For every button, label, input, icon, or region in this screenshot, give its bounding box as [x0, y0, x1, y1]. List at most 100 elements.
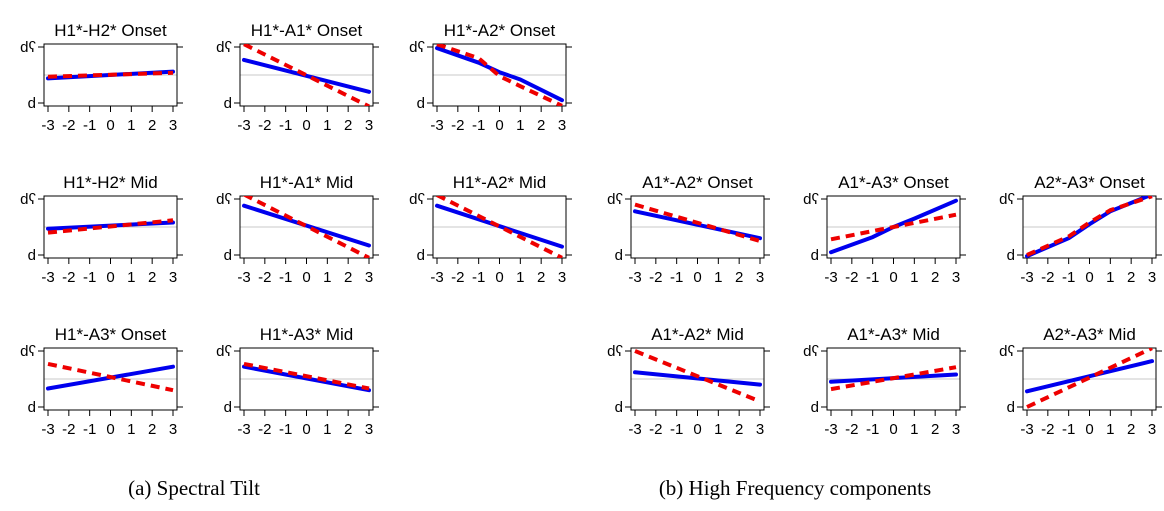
x-tick-label: 2 — [1127, 269, 1135, 286]
x-tick-label: -1 — [279, 421, 292, 438]
x-tick-label: 2 — [735, 421, 743, 438]
x-tick-label: 0 — [106, 421, 114, 438]
x-tick-label: -1 — [83, 421, 96, 438]
series-line-dashed — [830, 212, 957, 242]
x-tick-label: -1 — [670, 269, 683, 286]
x-tick-label: -2 — [845, 269, 858, 286]
x-tick-label: -2 — [1041, 421, 1054, 438]
x-tick-label: -3 — [41, 421, 54, 438]
series-line-dashed — [436, 196, 563, 258]
series-line-solid — [242, 203, 371, 248]
x-tick-label: 1 — [714, 269, 722, 286]
y-tick-label: dʕ — [999, 343, 1015, 360]
y-tick-label: d — [1007, 247, 1015, 264]
y-tick-label: d — [811, 247, 819, 264]
x-tick-label: -3 — [824, 269, 837, 286]
x-tick-label: 3 — [1148, 269, 1156, 286]
x-tick-label: 3 — [952, 421, 960, 438]
chart-panel: H1*-A3* Onset d dʕ -3 -2 -1 0 1 2 3 — [20, 325, 183, 438]
chart-title: H1*-H2* Onset — [54, 21, 167, 40]
y-tick-label: dʕ — [20, 343, 36, 360]
x-tick-label: -1 — [1062, 421, 1075, 438]
x-tick-label: 1 — [516, 117, 524, 134]
x-tick-label: -2 — [451, 117, 464, 134]
x-tick-label: 0 — [106, 269, 114, 286]
y-tick-label: dʕ — [216, 191, 232, 208]
x-tick-label: -1 — [472, 269, 485, 286]
series-line-solid — [633, 370, 762, 387]
x-tick-label: -1 — [866, 421, 879, 438]
x-tick-label: 3 — [756, 421, 764, 438]
chart-panel: A2*-A3* Mid d dʕ -3 -2 -1 0 1 2 3 — [999, 325, 1162, 438]
chart-panel: A2*-A3* Onset d dʕ -3 -2 -1 0 1 2 3 — [999, 173, 1162, 286]
chart-title: H1*-A3* Mid — [260, 325, 354, 344]
x-tick-label: -1 — [83, 117, 96, 134]
y-tick-label: dʕ — [409, 39, 425, 56]
x-tick-label: -2 — [845, 421, 858, 438]
series-line-solid — [435, 203, 564, 249]
x-tick-label: -2 — [258, 421, 271, 438]
x-tick-label: 2 — [735, 269, 743, 286]
x-tick-label: -2 — [451, 269, 464, 286]
x-tick-label: 3 — [1148, 421, 1156, 438]
y-tick-label: dʕ — [999, 191, 1015, 208]
y-tick-label: dʕ — [20, 39, 36, 56]
chart-panel: A1*-A3* Mid d dʕ -3 -2 -1 0 1 2 3 — [803, 325, 966, 438]
x-tick-label: -3 — [430, 117, 443, 134]
x-tick-label: 3 — [952, 269, 960, 286]
chart-title: A1*-A3* Onset — [838, 173, 949, 192]
chart-panel: A1*-A2* Onset d dʕ -3 -2 -1 0 1 2 3 — [607, 173, 770, 286]
y-tick-label: d — [28, 95, 36, 112]
x-tick-label: 1 — [910, 421, 918, 438]
series-line-dashed — [634, 202, 761, 243]
x-tick-label: -2 — [649, 269, 662, 286]
x-tick-label: -2 — [62, 117, 75, 134]
x-tick-label: 0 — [302, 117, 310, 134]
x-tick-label: 0 — [1085, 269, 1093, 286]
x-tick-label: -1 — [279, 269, 292, 286]
chart-title: H1*-A1* Onset — [251, 21, 363, 40]
y-tick-label: dʕ — [803, 343, 819, 360]
y-tick-label: d — [811, 399, 819, 416]
y-tick-label: d — [28, 247, 36, 264]
series-line-dashed — [47, 361, 174, 393]
y-tick-label: dʕ — [803, 191, 819, 208]
x-tick-label: -3 — [824, 421, 837, 438]
x-tick-label: -1 — [472, 117, 485, 134]
x-tick-label: 0 — [693, 421, 701, 438]
x-tick-label: -2 — [258, 117, 271, 134]
x-tick-label: 2 — [931, 421, 939, 438]
x-tick-label: -2 — [62, 421, 75, 438]
x-tick-label: -3 — [628, 269, 641, 286]
series-line-solid — [1025, 359, 1154, 394]
x-tick-label: 1 — [714, 421, 722, 438]
x-tick-label: 3 — [558, 269, 566, 286]
chart-panel: H1*-H2* Mid d dʕ -3 -2 -1 0 1 2 3 — [20, 173, 183, 286]
x-tick-label: 2 — [1127, 421, 1135, 438]
series-line-dashed — [1026, 348, 1153, 409]
x-tick-label: -2 — [62, 269, 75, 286]
x-tick-label: 0 — [302, 421, 310, 438]
y-tick-label: d — [224, 399, 232, 416]
x-tick-label: 2 — [148, 269, 156, 286]
x-tick-label: -3 — [41, 269, 54, 286]
chart-panel: H1*-A1* Onset d dʕ -3 -2 -1 0 1 2 3 — [216, 21, 379, 134]
y-tick-label: d — [615, 399, 623, 416]
x-tick-label: -1 — [1062, 269, 1075, 286]
caption-a: (a) Spectral Tilt — [128, 476, 260, 500]
x-tick-label: -3 — [237, 269, 250, 286]
x-tick-label: -3 — [430, 269, 443, 286]
x-tick-label: -3 — [237, 117, 250, 134]
chart-title: H1*-A2* Mid — [453, 173, 547, 192]
series-line-dashed — [634, 349, 761, 404]
x-tick-label: -3 — [41, 117, 54, 134]
series-line-dashed — [243, 361, 370, 391]
series-line-dashed — [436, 44, 563, 106]
chart-panel: H1*-A2* Onset d dʕ -3 -2 -1 0 1 2 3 — [409, 21, 572, 134]
y-tick-label: dʕ — [216, 343, 232, 360]
y-tick-label: d — [28, 399, 36, 416]
chart-title: H1*-A2* Onset — [444, 21, 556, 40]
chart-panel: H1*-A3* Mid d dʕ -3 -2 -1 0 1 2 3 — [216, 325, 379, 438]
x-tick-label: 0 — [1085, 421, 1093, 438]
